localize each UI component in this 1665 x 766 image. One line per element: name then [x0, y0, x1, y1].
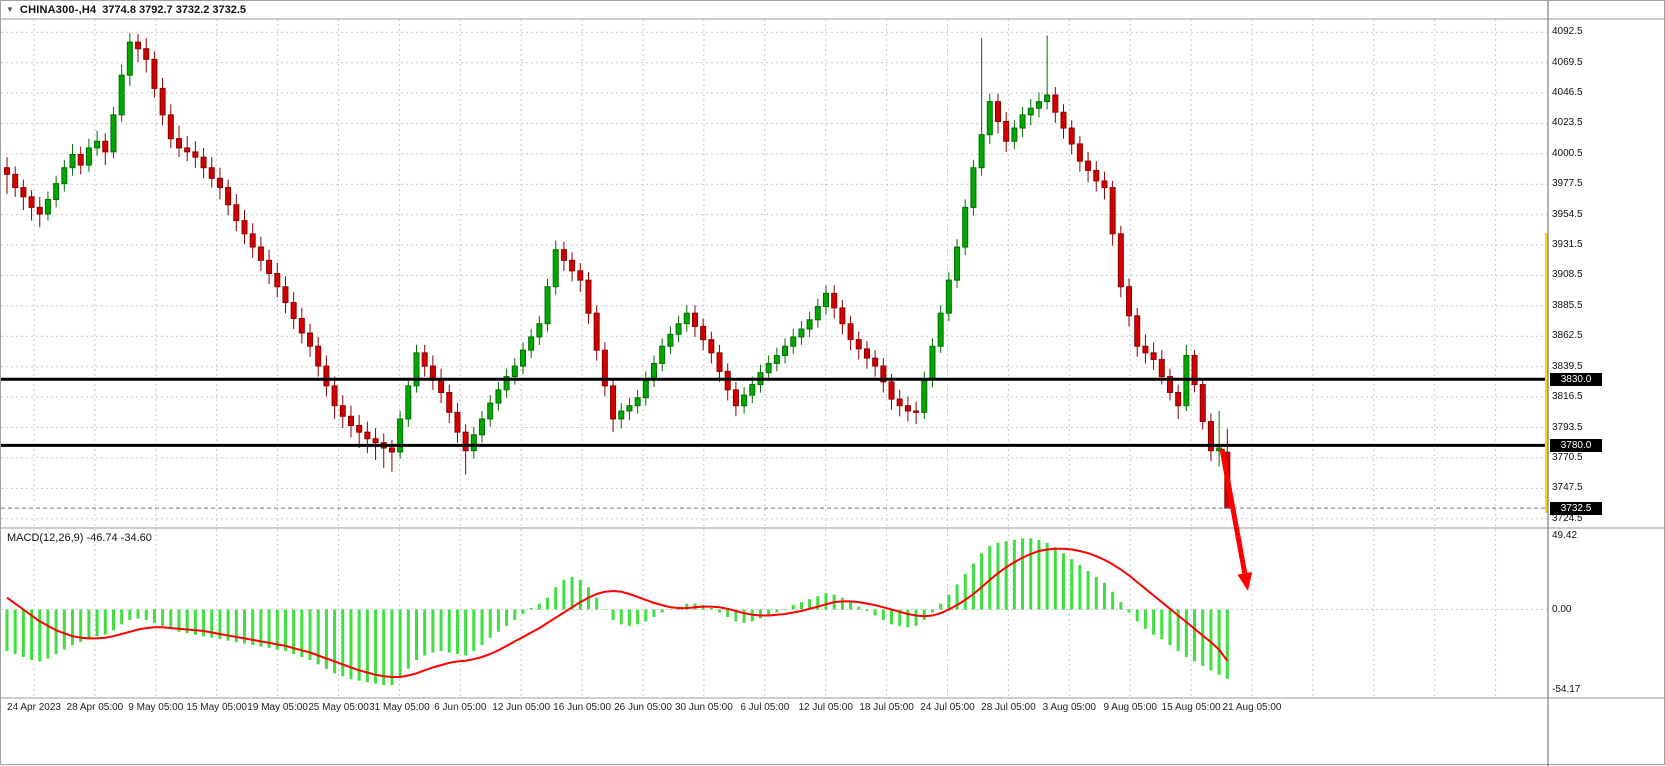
ohlc-values: 3774.8 3792.7 3732.2 3732.5: [102, 4, 247, 16]
axis-range-highlight: [1545, 233, 1548, 513]
time-axis-label: 12 Jun 05:00: [492, 702, 551, 713]
price-axis-label: 3747.5: [1552, 482, 1583, 494]
candlestick-series: [4, 32, 1231, 509]
price-axis-label: 4069.5: [1552, 56, 1583, 68]
price-axis-label: 3977.5: [1552, 178, 1583, 190]
time-axis-label: 12 Jul 05:00: [798, 702, 853, 713]
macd-signal-line: [6, 547, 1229, 678]
price-axis-label: 4023.5: [1552, 117, 1583, 129]
price-axis-label: 3724.5: [1552, 512, 1583, 524]
price-level-tag: 3780.0: [1550, 438, 1602, 452]
macd-axis-label: -54.17: [1552, 683, 1581, 695]
time-axis-label: 26 Jun 05:00: [614, 702, 672, 713]
time-axis-label: 16 Jun 05:00: [553, 702, 612, 713]
time-axis-label: 24 Jul 05:00: [920, 702, 975, 713]
macd-axis-label: 0.00: [1552, 603, 1572, 615]
time-axis-label: 21 Aug 05:00: [1222, 702, 1282, 713]
time-axis-label: 30 Jun 05:00: [674, 702, 733, 713]
price-axis-label: 3908.5: [1552, 269, 1583, 281]
time-axis-label: 15 Aug 05:00: [1161, 702, 1221, 713]
time-axis-label: 9 May 05:00: [128, 702, 184, 713]
macd-histogram-series: [5, 538, 1229, 686]
chart-header: ▼ CHINA300-,H4 3774.8 3792.7 3732.2 3732…: [6, 4, 246, 16]
time-axis-label: 28 Jul 05:00: [981, 702, 1036, 713]
symbol-dropdown-icon[interactable]: ▼: [6, 5, 14, 14]
price-axis-label: 4092.5: [1552, 26, 1583, 38]
price-axis-label: 3816.5: [1552, 391, 1583, 403]
time-axis-label: 6 Jul 05:00: [740, 702, 790, 713]
symbol-title: CHINA300-,H4: [19, 4, 97, 16]
price-level-tag: 3830.0: [1550, 372, 1602, 386]
time-axis-label: 19 May 05:00: [247, 702, 308, 713]
macd-indicator-label: MACD(12,26,9) -46.74 -34.60: [7, 532, 152, 544]
time-axis-label: 9 Aug 05:00: [1103, 702, 1157, 713]
time-axis-label: 25 May 05:00: [308, 702, 369, 713]
time-axis-label: 3 Aug 05:00: [1042, 702, 1096, 713]
time-axis-label: 28 Apr 05:00: [66, 702, 124, 713]
price-axis-label: 4046.5: [1552, 87, 1583, 99]
price-axis-label: 4000.5: [1552, 147, 1583, 159]
price-axis-label: 3862.5: [1552, 330, 1583, 342]
price-axis-label: 3931.5: [1552, 239, 1583, 251]
macd-axis-label: 49.42: [1552, 530, 1578, 542]
price-axis-label: 3954.5: [1552, 208, 1583, 220]
price-axis-label: 3885.5: [1552, 299, 1583, 311]
time-axis-label: 18 Jul 05:00: [859, 702, 914, 713]
time-axis-label: 31 May 05:00: [369, 702, 430, 713]
time-axis-label: 24 Apr 2023: [7, 702, 61, 713]
current-price-tag: 3732.5: [1550, 501, 1602, 515]
time-axis-label: 6 Jun 05:00: [434, 702, 487, 713]
price-axis-label: 3770.5: [1552, 451, 1583, 463]
time-axis-label: 15 May 05:00: [186, 702, 247, 713]
grid-lines: [1, 19, 1548, 697]
price-axis-label: 3793.5: [1552, 421, 1583, 433]
price-axis-label: 3839.5: [1552, 360, 1583, 372]
trend-arrow-annotation[interactable]: [1219, 448, 1253, 591]
